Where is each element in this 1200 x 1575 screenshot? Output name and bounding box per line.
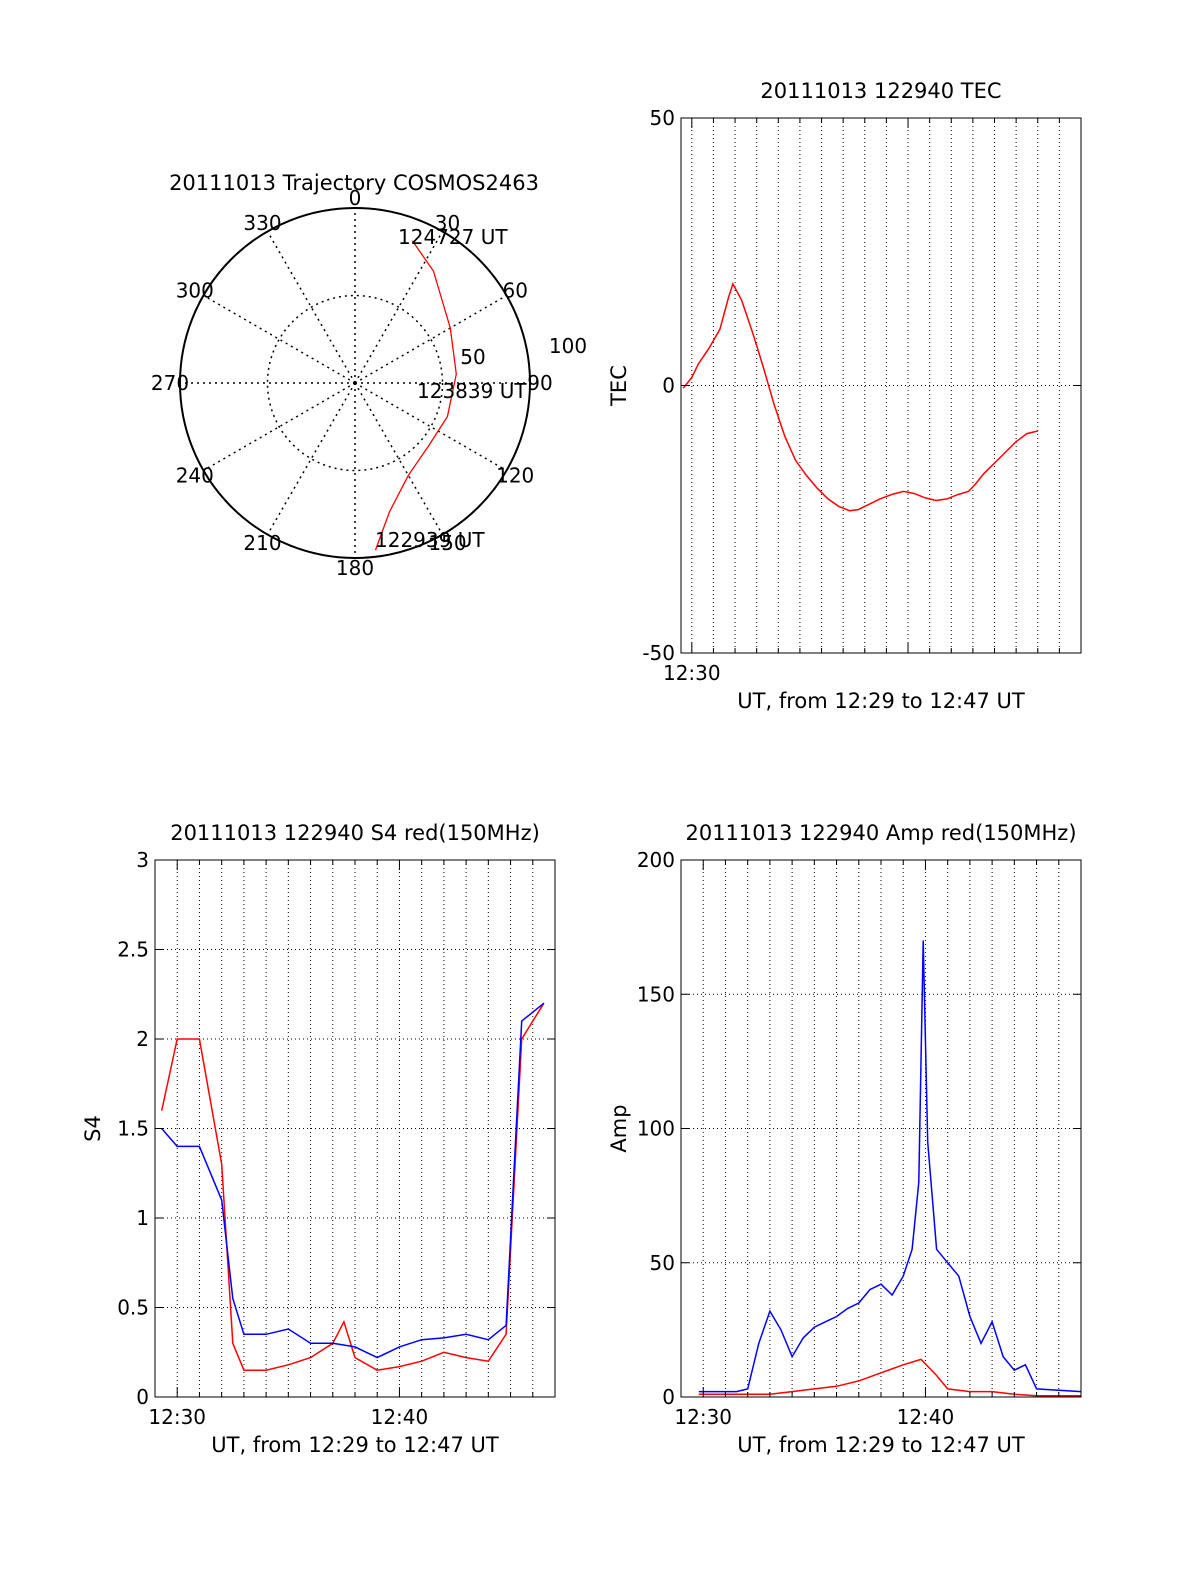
polar-azimuth-label: 120 bbox=[496, 464, 534, 488]
amp-panel: 20111013 122940 Amp red(150MHz) 0 50 100 150… bbox=[607, 821, 1082, 1457]
amp-xlabel: UT, from 12:29 to 12:47 UT bbox=[737, 1433, 1025, 1457]
s4-title: 20111013 122940 S4 red(150MHz) bbox=[170, 821, 540, 845]
polar-spoke bbox=[354, 382, 444, 535]
polar-point-label: 122939 UT bbox=[375, 528, 485, 552]
amp-ytick-label: 0 bbox=[662, 1385, 675, 1409]
amp-ytick-label: 150 bbox=[637, 982, 675, 1006]
tec-ylabel: TEC bbox=[607, 365, 631, 407]
amp-xtick-label: 12:30 bbox=[674, 1405, 732, 1429]
tec-xlabel: UT, from 12:29 to 12:47 UT bbox=[737, 689, 1025, 713]
polar-azimuth-label: 30 bbox=[435, 211, 460, 235]
s4-xlabel: UT, from 12:29 to 12:47 UT bbox=[211, 1433, 499, 1457]
polar-spoke bbox=[354, 382, 507, 472]
s4-ylabel: S4 bbox=[81, 1115, 105, 1142]
polar-spoke bbox=[203, 382, 356, 472]
tec-ytick-label: 50 bbox=[650, 106, 675, 130]
polar-spoke bbox=[354, 231, 444, 384]
s4-xtick-label: 12:30 bbox=[148, 1405, 206, 1429]
polar-ring-label: 100 bbox=[549, 334, 587, 358]
tec-title: 20111013 122940 TEC bbox=[760, 79, 1001, 103]
polar-azimuth-label: 0 bbox=[349, 186, 362, 210]
s4-series-line-1 bbox=[161, 1002, 545, 1359]
s4-panel: 20111013 122940 S4 red(150MHz) 0 0.5 1 1.5 2 2… bbox=[81, 821, 556, 1457]
polar-spoke bbox=[266, 382, 356, 535]
polar-azimuth-label: 60 bbox=[502, 279, 527, 303]
amp-title: 20111013 122940 Amp red(150MHz) bbox=[685, 821, 1076, 845]
s4-ytick-label: 1 bbox=[136, 1206, 149, 1230]
polar-azimuth-label: 180 bbox=[336, 556, 374, 580]
amp-ytick-label: 100 bbox=[637, 1117, 675, 1141]
amp-ytick-label: 50 bbox=[650, 1251, 675, 1275]
polar-azimuth-label: 300 bbox=[176, 279, 214, 303]
s4-ytick-label: 0.5 bbox=[117, 1296, 149, 1320]
polar-azimuth-label: 210 bbox=[243, 531, 281, 555]
amp-ylabel: Amp bbox=[607, 1104, 631, 1152]
polar-azimuth-label: 90 bbox=[527, 371, 552, 395]
s4-ytick-label: 3 bbox=[136, 848, 149, 872]
amp-ytick-label: 200 bbox=[637, 848, 675, 872]
polar-azimuth-label: 270 bbox=[151, 371, 189, 395]
polar-azimuth-label: 240 bbox=[176, 464, 214, 488]
polar-inner-ring bbox=[266, 294, 444, 472]
polar-trajectory-line bbox=[374, 240, 457, 551]
polar-point-label: 123839 UT bbox=[417, 379, 527, 403]
amp-series-line-1 bbox=[698, 940, 1082, 1393]
s4-ytick-label: 2.5 bbox=[117, 938, 149, 962]
polar-spoke bbox=[354, 294, 507, 384]
polar-ring-label: 50 bbox=[460, 345, 485, 369]
polar-azimuth-label: 330 bbox=[243, 211, 281, 235]
amp-xtick-label: 12:40 bbox=[897, 1405, 955, 1429]
s4-ytick-label: 2 bbox=[136, 1027, 149, 1051]
tec-xtick-label: 12:30 bbox=[663, 661, 721, 685]
polar-azimuth-label: 150 bbox=[428, 531, 466, 555]
amp-series-line-0 bbox=[698, 1358, 1081, 1397]
s4-ytick-label: 1.5 bbox=[117, 1117, 149, 1141]
tec-ytick-label: 0 bbox=[662, 374, 675, 398]
s4-series-line-0 bbox=[160, 1002, 545, 1371]
polar-spoke bbox=[203, 294, 356, 384]
tec-series-line-0 bbox=[682, 281, 1038, 512]
tec-ytick-label: -50 bbox=[642, 641, 675, 665]
s4-ytick-label: 0 bbox=[136, 1385, 149, 1409]
polar-point-label: 124727 UT bbox=[398, 225, 508, 249]
polar-title: 20111013 Trajectory COSMOS2463 bbox=[169, 171, 539, 195]
polar-spoke bbox=[266, 231, 356, 384]
s4-xtick-label: 12:40 bbox=[371, 1405, 429, 1429]
